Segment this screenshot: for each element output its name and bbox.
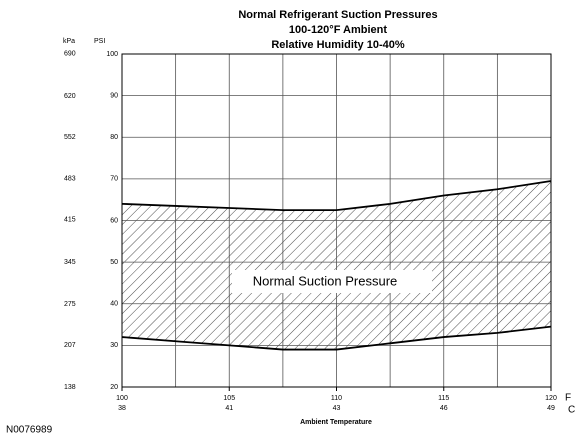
x2-tick-label: 49 [547,405,555,412]
plot-frame [121,53,552,388]
x-tick-label: 100 [116,395,128,402]
y2-tick-label: 207 [64,342,76,349]
x2-tick-label: 43 [333,405,341,412]
annotation: Normal Suction Pressure [253,273,398,288]
y2-axis-label: kPa [63,38,75,45]
x2-tick-label: 38 [118,405,126,412]
x-unit: F [565,393,571,404]
x2-tick-label: 41 [225,405,233,412]
y2-tick-label: 345 [64,259,76,266]
y-tick-label: 100 [106,51,118,58]
chart-subtitle: 100-120°F Ambient [289,24,387,36]
y-tick-label: 50 [110,259,118,266]
y2-tick-label: 275 [64,301,76,308]
y-axis-label: PSI [94,38,105,45]
x-tick-label: 120 [545,395,557,402]
y2-tick-label: 483 [64,176,76,183]
x-tick-label: 110 [331,395,342,402]
pressure-line [121,180,552,211]
figure-id: N0076989 [6,425,53,436]
y-tick-label: 70 [110,176,118,183]
y-tick-label: 90 [110,92,118,99]
y2-tick-label: 552 [64,134,76,141]
y2-tick-label: 690 [64,51,76,58]
x2-tick-label: 46 [440,405,448,412]
y-tick-label: 80 [110,134,118,141]
x-tick-label: 115 [438,395,449,402]
chart-title: Normal Refrigerant Suction Pressures [238,9,437,21]
y2-tick-label: 620 [64,93,76,100]
y2-tick-label: 138 [64,384,76,391]
y-tick-label: 30 [110,342,118,349]
x2-unit: C [568,405,575,416]
y-tick-label: 60 [110,217,118,224]
annotation-box [232,270,432,293]
y2-tick-label: 415 [64,217,76,224]
y-tick-label: 40 [110,301,118,308]
y-tick-label: 20 [110,384,118,391]
pressure-line [121,325,552,351]
x-axis-label: Ambient Temperature [300,419,372,426]
chart-subtitle: Relative Humidity 10-40% [271,39,404,51]
x-tick-label: 105 [223,395,235,402]
